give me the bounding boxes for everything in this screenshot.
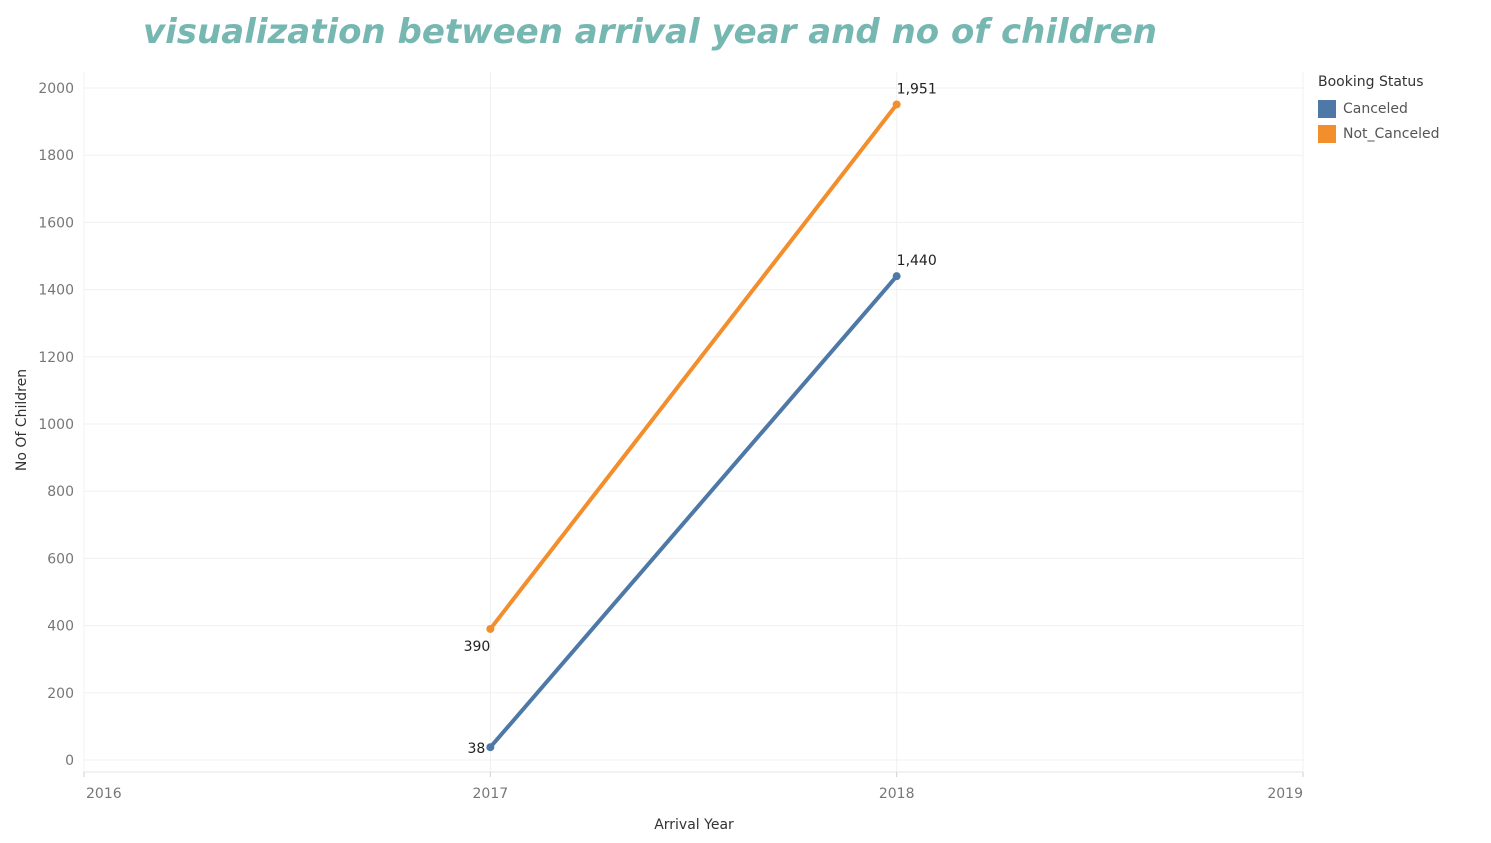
x-tick-label: 2017	[473, 786, 509, 802]
y-tick-label: 1800	[38, 148, 74, 164]
x-axis-title: Arrival Year	[654, 817, 734, 833]
legend-swatch-not-canceled	[1318, 124, 1336, 143]
x-tick-label: 2016	[86, 786, 122, 802]
legend-label-canceled: Canceled	[1343, 100, 1408, 117]
legend-title: Booking Status	[1318, 74, 1424, 90]
y-tick-label: 1600	[38, 215, 74, 231]
data-point	[892, 272, 901, 281]
tick-layer: 0 200 400 600 800 1000 1200 1400 1600 1800 2000 201…	[38, 81, 1303, 802]
data-label: 1,440	[897, 253, 937, 269]
data-label: 1,951	[897, 81, 937, 97]
legend-label-not-canceled: Not_Canceled	[1343, 125, 1440, 142]
series-line-not-canceled	[488, 102, 899, 631]
data-label: 38	[468, 741, 486, 757]
x-tick-label: 2018	[879, 786, 915, 802]
y-tick-label: 0	[65, 753, 74, 769]
data-label: 390	[464, 639, 491, 655]
data-point	[486, 624, 495, 633]
y-tick-label: 1200	[38, 350, 74, 366]
y-tick-label: 800	[47, 484, 74, 500]
data-point	[892, 100, 901, 109]
y-tick-label: 1000	[38, 417, 74, 433]
series-line-canceled	[488, 274, 899, 750]
x-tick-label: 2019	[1267, 786, 1303, 802]
legend-item-not-canceled[interactable]: Not_Canceled	[1318, 121, 1439, 146]
y-tick-label: 600	[47, 551, 74, 567]
grid-layer	[83, 72, 1304, 777]
legend: Booking Status Canceled Not_Canceled	[1318, 74, 1439, 146]
chart-title: visualization between arrival year and n…	[142, 12, 1158, 52]
legend-swatch-canceled	[1318, 99, 1336, 118]
y-tick-label: 200	[47, 686, 74, 702]
data-point	[486, 743, 495, 752]
legend-item-canceled[interactable]: Canceled	[1318, 96, 1439, 121]
y-axis-title: No Of Children	[14, 369, 30, 471]
label-layer: 38 1,440 390 1,951	[464, 81, 937, 757]
series-layer	[486, 100, 901, 752]
y-tick-label: 2000	[38, 81, 74, 97]
y-tick-label: 1400	[38, 283, 74, 299]
y-tick-label: 400	[47, 619, 74, 635]
